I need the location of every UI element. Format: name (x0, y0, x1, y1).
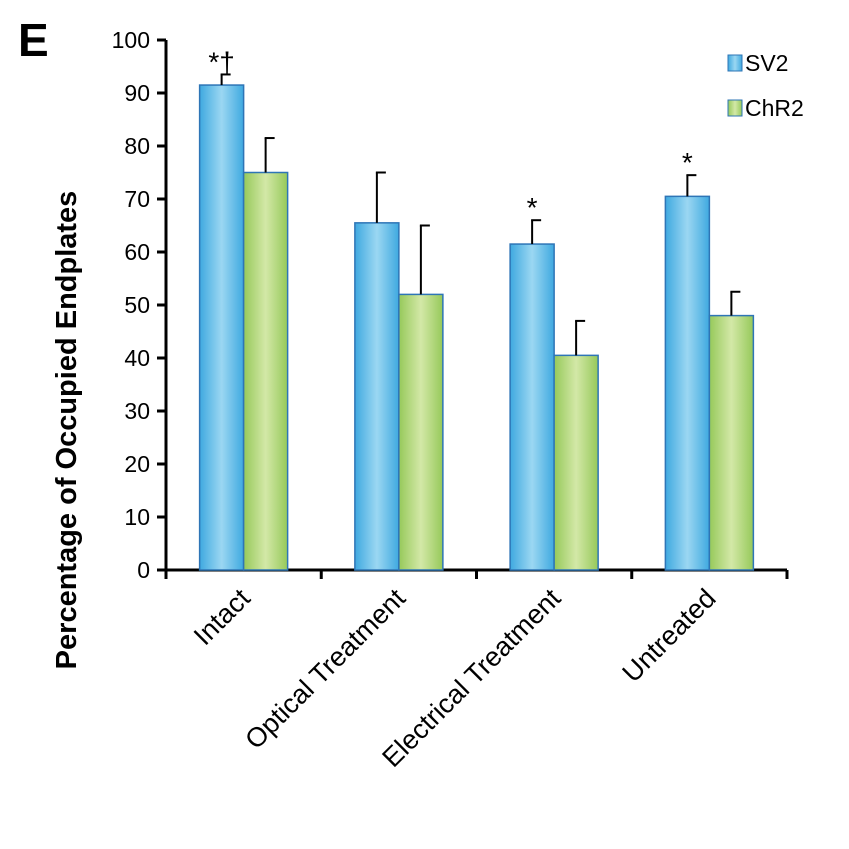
y-tick-label: 10 (124, 504, 150, 530)
bar-sv2 (664, 195, 711, 571)
bar-chr2 (553, 354, 599, 571)
category-label: Optical Treatment (239, 583, 411, 755)
bar-sv2 (198, 84, 245, 571)
y-tick-label: 30 (124, 398, 150, 424)
annotations: *† * * (208, 46, 693, 223)
legend-label-chr2: ChR2 (745, 95, 804, 121)
y-tick-label: 80 (124, 133, 150, 159)
bar-sv2 (354, 222, 400, 571)
panel-letter: E (18, 14, 49, 66)
y-tick-label: 90 (124, 80, 150, 106)
significance-marker: * (682, 147, 693, 178)
legend-swatch-sv2 (727, 54, 743, 72)
y-tick-label: 70 (124, 186, 150, 212)
y-axis-label: Percentage of Occupied Endplates (51, 191, 83, 670)
significance-marker: *† (208, 46, 234, 77)
legend: SV2 ChR2 (727, 50, 804, 121)
y-tick-label: 60 (124, 239, 150, 265)
y-tick-label: 20 (124, 451, 150, 477)
bars (198, 84, 755, 571)
y-tick-label: 0 (137, 557, 150, 583)
error-bars (220, 73, 741, 356)
bar-chr2 (708, 314, 755, 571)
legend-label-sv2: SV2 (745, 50, 788, 76)
category-label: Untreated (617, 583, 722, 688)
significance-marker: * (527, 192, 538, 223)
bar-chr2 (398, 293, 444, 571)
y-tick-label: 40 (124, 345, 150, 371)
category-label: Electrical Treatment (376, 583, 566, 773)
y-ticks: 0 10 20 30 40 50 60 70 80 90 100 (112, 27, 166, 583)
legend-swatch-chr2 (727, 99, 743, 117)
bar-chr2 (242, 171, 289, 571)
y-tick-label: 50 (124, 292, 150, 318)
bar-sv2 (509, 243, 555, 571)
category-label: Intact (188, 583, 256, 651)
y-tick-label: 100 (112, 27, 150, 53)
